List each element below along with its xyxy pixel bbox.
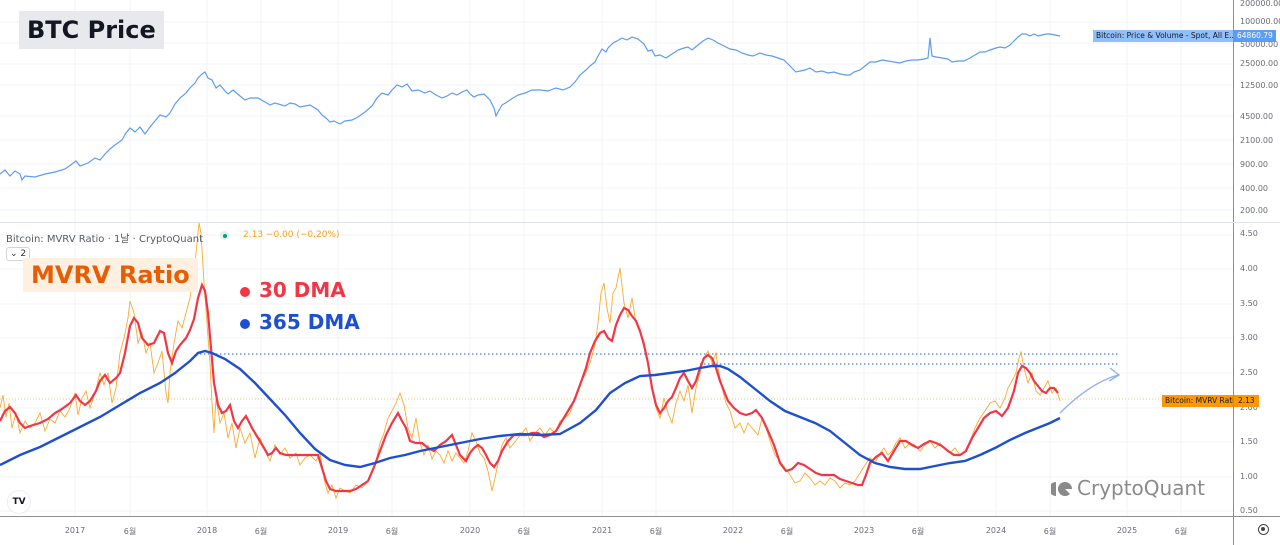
y-tick: 100000.00 xyxy=(1240,17,1280,26)
y-tick: 400.00 xyxy=(1240,184,1268,193)
price-series-label: Bitcoin: Price & Volume - Spot, All E... xyxy=(1093,30,1240,42)
legend-label: 365 DMA xyxy=(259,310,360,334)
projection-arrow xyxy=(1059,374,1119,414)
y-tick: 2.50 xyxy=(1240,368,1258,377)
legend-365dma: 365 DMA xyxy=(240,310,360,334)
price-chart-plot[interactable] xyxy=(0,0,1233,222)
x-tick: 2025 xyxy=(1116,526,1138,535)
mvrv-y-axis[interactable]: 4.50 4.00 3.50 3.00 2.50 2.00 1.50 1.00 … xyxy=(1233,223,1280,516)
x-tick: 2019 xyxy=(327,526,349,535)
x-tick: 6월 xyxy=(1174,527,1188,536)
x-tick: 6월 xyxy=(123,527,137,536)
mvrv-series-value: 2.13 −0.00 (−0.20%) xyxy=(243,230,340,240)
y-tick: 900.00 xyxy=(1240,160,1268,169)
btc-price-line xyxy=(0,33,1061,182)
x-tick: 6월 xyxy=(911,527,925,536)
y-tick: 12500.00 xyxy=(1240,81,1279,90)
x-tick: 6월 xyxy=(254,527,268,536)
pane-divider[interactable] xyxy=(0,222,1280,223)
cryptoquant-watermark: CryptoQuant xyxy=(1051,476,1205,500)
y-tick: 3.00 xyxy=(1240,333,1258,342)
mvrv-series-header[interactable]: Bitcoin: MVRV Ratio · 1날 · CryptoQuant xyxy=(6,234,204,245)
x-tick: 2018 xyxy=(196,526,218,535)
x-tick: 6월 xyxy=(780,527,794,536)
status-dot-icon xyxy=(220,231,229,240)
x-tick: 2021 xyxy=(591,526,613,535)
chart-settings-icon[interactable] xyxy=(1258,524,1269,535)
collapse-indicators-button[interactable]: ⌄ 2 xyxy=(6,247,31,261)
y-tick: 4.50 xyxy=(1240,229,1258,238)
y-tick: 2100.00 xyxy=(1240,136,1274,145)
mvrv-last-value-label: 2.13 xyxy=(1234,395,1259,407)
arrow-head-icon xyxy=(1108,367,1121,382)
y-tick: 3.50 xyxy=(1240,299,1258,308)
legend-30dma: 30 DMA xyxy=(240,278,346,302)
y-tick: 200000.00 xyxy=(1240,0,1280,8)
y-tick: 25000.00 xyxy=(1240,59,1279,68)
x-tick: 2022 xyxy=(722,526,744,535)
y-tick: 200.00 xyxy=(1240,206,1268,215)
mvrv-chart-title: MVRV Ratio xyxy=(23,258,198,292)
y-tick: 1.50 xyxy=(1240,437,1258,446)
x-tick: 2023 xyxy=(853,526,875,535)
y-tick: 4.00 xyxy=(1240,264,1258,273)
x-tick: 6월 xyxy=(649,527,663,536)
mvrv-series-label: Bitcoin: MVRV Ratio xyxy=(1162,395,1242,407)
y-tick: 0.50 xyxy=(1240,506,1258,515)
y-tick: 50000.00 xyxy=(1240,40,1279,49)
mvrv-365dma-line xyxy=(0,349,1061,471)
price-y-axis[interactable]: 200000.00 100000.00 50000.00 25000.00 12… xyxy=(1233,0,1280,222)
price-chart-title: BTC Price xyxy=(19,11,164,49)
y-tick: 4500.00 xyxy=(1240,112,1274,121)
x-tick: 6월 xyxy=(385,527,399,536)
x-tick: 2024 xyxy=(985,526,1007,535)
legend-dot-icon xyxy=(240,286,250,297)
x-tick: 6월 xyxy=(1043,527,1057,536)
tradingview-logo-icon[interactable]: TV xyxy=(7,490,31,514)
axis-corner xyxy=(1233,516,1280,545)
price-last-value-label: 64860.79 xyxy=(1234,30,1276,42)
x-tick: 2017 xyxy=(64,526,86,535)
y-tick: 2.00 xyxy=(1240,403,1258,412)
y-tick: 1.00 xyxy=(1240,472,1258,481)
cryptoquant-logo-icon xyxy=(1051,482,1072,496)
mvrv-30dma-line xyxy=(0,282,1059,493)
time-axis[interactable]: 2017 6월 2018 6월 2019 6월 2020 6월 2021 6월 … xyxy=(0,516,1233,545)
x-tick: 6월 xyxy=(517,527,531,536)
x-tick: 2020 xyxy=(459,526,481,535)
legend-dot-icon xyxy=(240,318,250,329)
price-chart-pane[interactable]: BTC Price Bitcoin: Price & Volume - Spot… xyxy=(0,0,1240,222)
watermark-text: CryptoQuant xyxy=(1077,476,1205,500)
legend-label: 30 DMA xyxy=(259,278,346,302)
